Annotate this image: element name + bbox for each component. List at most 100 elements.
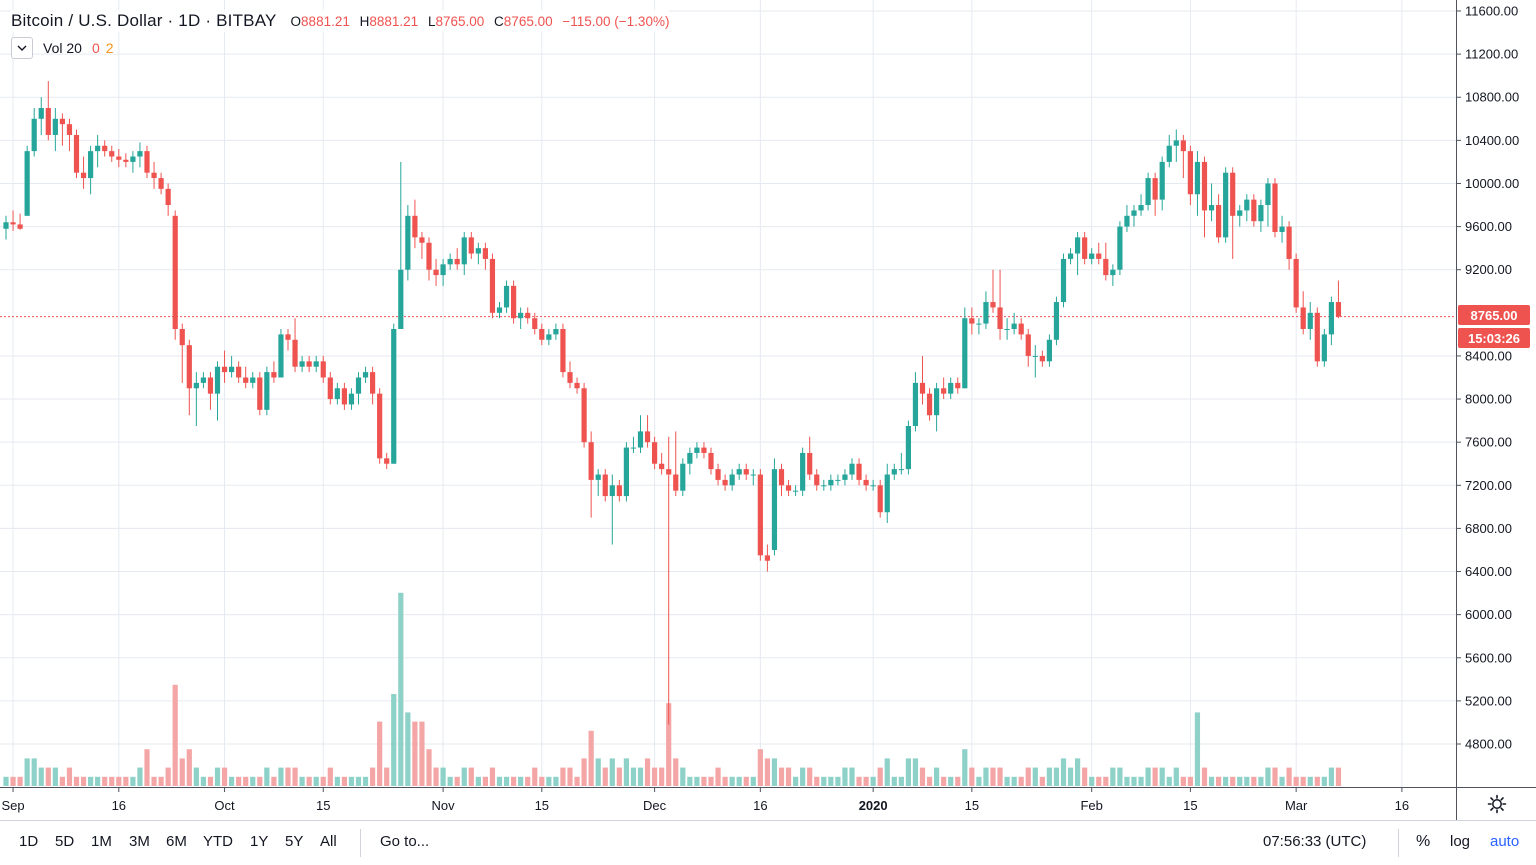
candlestick-chart[interactable] (0, 0, 1456, 787)
collapse-legend-button[interactable] (11, 37, 33, 59)
candle[interactable] (1265, 178, 1271, 227)
candle[interactable] (708, 447, 714, 475)
candle[interactable] (567, 361, 573, 389)
candle[interactable] (116, 148, 122, 168)
candle[interactable] (863, 474, 869, 491)
candle[interactable] (976, 318, 982, 335)
candle[interactable] (306, 355, 312, 373)
candle[interactable] (1272, 178, 1278, 238)
candle[interactable] (17, 213, 23, 230)
candle[interactable] (370, 366, 376, 405)
candle[interactable] (701, 442, 707, 459)
candle[interactable] (207, 372, 214, 410)
range-1d-button[interactable]: 1D (19, 833, 39, 850)
candle[interactable] (88, 145, 94, 195)
candle[interactable] (1180, 134, 1186, 179)
range-ytd-button[interactable]: YTD (203, 833, 233, 850)
candle[interactable] (793, 485, 799, 497)
candle[interactable] (186, 339, 192, 416)
candle[interactable] (1096, 242, 1102, 265)
candle[interactable] (327, 372, 333, 405)
candle[interactable] (1018, 318, 1024, 340)
candle[interactable] (969, 307, 975, 335)
candle[interactable] (1011, 312, 1017, 335)
candle[interactable] (59, 113, 65, 146)
time-axis[interactable]: Sep 16 Oct 15 Nov 15 Dec 16 2020 15 Feb 15 Mar 16 (0, 787, 1456, 820)
candle[interactable] (1053, 296, 1060, 346)
candle[interactable] (1223, 167, 1229, 243)
candle[interactable] (560, 323, 566, 378)
candle[interactable] (525, 307, 531, 324)
candle[interactable] (1025, 328, 1031, 367)
candle[interactable] (1300, 291, 1306, 335)
candle[interactable] (771, 458, 778, 556)
candle[interactable] (666, 436, 672, 725)
candle[interactable] (1117, 221, 1123, 276)
candle[interactable] (257, 372, 263, 416)
candle[interactable] (1060, 253, 1067, 308)
candle[interactable] (320, 355, 326, 383)
candle[interactable] (461, 231, 467, 276)
candle[interactable] (1166, 134, 1172, 168)
candle[interactable] (398, 161, 404, 329)
candle[interactable] (1110, 264, 1116, 286)
candle[interactable] (722, 474, 728, 491)
candle[interactable] (489, 253, 496, 319)
candle[interactable] (764, 544, 770, 572)
range-6m-button[interactable]: 6M (166, 833, 187, 850)
candle[interactable] (757, 469, 763, 561)
candle[interactable] (997, 269, 1003, 340)
candle[interactable] (934, 382, 940, 432)
candle[interactable] (80, 156, 87, 189)
candle[interactable] (1230, 167, 1236, 259)
candle[interactable] (1039, 350, 1045, 367)
candle[interactable] (983, 291, 989, 329)
candle[interactable] (546, 328, 552, 346)
candle[interactable] (962, 307, 968, 389)
candle[interactable] (236, 361, 242, 383)
candle[interactable] (694, 442, 700, 459)
candle[interactable] (807, 436, 813, 480)
utc-clock[interactable]: 07:56:33 (UTC) (1263, 833, 1367, 850)
candle[interactable] (130, 151, 136, 173)
candle[interactable] (1075, 231, 1081, 276)
candle[interactable] (454, 248, 460, 270)
candle[interactable] (1251, 194, 1257, 227)
candle[interactable] (3, 215, 9, 240)
candle[interactable] (1194, 151, 1201, 216)
candle[interactable] (652, 436, 658, 470)
candle[interactable] (475, 242, 481, 265)
candle[interactable] (891, 463, 897, 480)
candle[interactable] (468, 231, 474, 259)
candle[interactable] (870, 479, 876, 491)
candle[interactable] (299, 355, 305, 373)
candle[interactable] (440, 258, 446, 286)
candle[interactable] (511, 280, 517, 324)
candle[interactable] (842, 469, 848, 486)
candle[interactable] (377, 388, 383, 464)
candle[interactable] (278, 328, 284, 378)
candle[interactable] (1187, 145, 1193, 206)
candle[interactable] (1082, 231, 1088, 265)
candle[interactable] (165, 183, 171, 216)
candle[interactable] (1279, 215, 1285, 243)
candle[interactable] (200, 372, 206, 389)
candle[interactable] (659, 452, 665, 475)
candle[interactable] (1138, 194, 1144, 216)
candle[interactable] (95, 134, 101, 168)
candle[interactable] (919, 355, 926, 405)
candle[interactable] (623, 442, 629, 502)
candle[interactable] (785, 479, 792, 497)
candle[interactable] (38, 97, 44, 135)
candle[interactable] (1004, 318, 1010, 340)
candle[interactable] (362, 366, 369, 383)
candle[interactable] (172, 210, 178, 340)
candle[interactable] (1244, 194, 1250, 222)
candle[interactable] (673, 431, 679, 497)
candle[interactable] (348, 388, 355, 410)
candle[interactable] (313, 355, 319, 373)
candle[interactable] (1145, 172, 1151, 211)
candle[interactable] (334, 382, 340, 405)
percent-scale-toggle[interactable]: % (1416, 833, 1431, 850)
candle[interactable] (630, 436, 637, 453)
